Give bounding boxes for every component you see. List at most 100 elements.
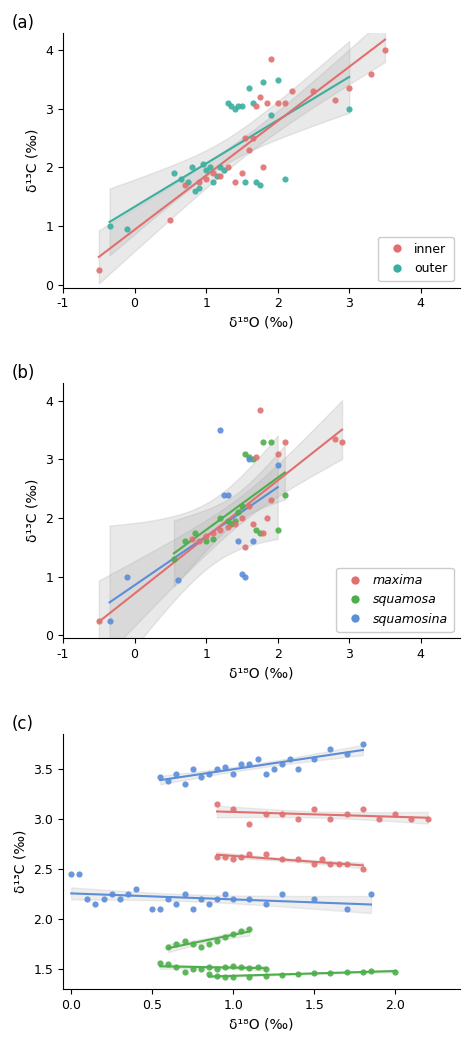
- Point: [210, 173, 217, 190]
- Legend: maxima, squamosa, squamosina: maxima, squamosa, squamosina: [336, 567, 454, 632]
- Point: [220, 162, 228, 179]
- Point: [346, 100, 353, 117]
- Point: [221, 849, 229, 865]
- Point: [83, 890, 91, 907]
- Text: (b): (b): [11, 364, 35, 382]
- Point: [359, 736, 367, 752]
- Point: [343, 901, 350, 918]
- Point: [263, 95, 271, 112]
- Point: [177, 170, 185, 187]
- Point: [231, 100, 238, 117]
- Point: [281, 170, 289, 187]
- Point: [189, 935, 197, 952]
- Point: [213, 890, 221, 907]
- Point: [156, 901, 164, 918]
- Point: [242, 130, 249, 146]
- Point: [213, 960, 221, 977]
- Point: [224, 518, 231, 535]
- Point: [294, 966, 302, 982]
- Point: [124, 220, 131, 237]
- Point: [195, 180, 203, 196]
- Point: [202, 162, 210, 179]
- Point: [231, 513, 238, 530]
- Point: [173, 958, 180, 975]
- Point: [262, 766, 269, 783]
- Point: [237, 958, 245, 975]
- Y-axis label: δ¹³C (‰): δ¹³C (‰): [26, 129, 40, 192]
- Point: [254, 750, 261, 767]
- Point: [235, 97, 242, 114]
- Point: [217, 510, 224, 527]
- Point: [205, 766, 213, 783]
- Point: [228, 515, 235, 532]
- Point: [319, 851, 326, 867]
- Point: [213, 168, 221, 185]
- Point: [408, 811, 415, 828]
- Point: [270, 761, 277, 777]
- Point: [274, 71, 282, 88]
- Point: [188, 159, 196, 176]
- Point: [205, 935, 213, 952]
- Point: [381, 42, 389, 59]
- Point: [267, 434, 274, 450]
- Point: [181, 177, 189, 193]
- Point: [260, 159, 267, 176]
- Point: [148, 901, 156, 918]
- Point: [220, 486, 228, 503]
- Point: [195, 533, 203, 550]
- Point: [170, 165, 178, 182]
- Point: [262, 845, 269, 862]
- Point: [106, 217, 113, 234]
- Point: [75, 865, 83, 882]
- Point: [213, 795, 221, 812]
- Point: [262, 968, 269, 984]
- Point: [343, 745, 350, 762]
- Point: [197, 890, 205, 907]
- Point: [124, 568, 131, 585]
- Point: [375, 811, 383, 828]
- Point: [181, 885, 188, 902]
- Point: [124, 885, 132, 902]
- Point: [327, 811, 334, 828]
- Point: [281, 95, 289, 112]
- Point: [206, 159, 213, 176]
- Point: [199, 156, 206, 172]
- Point: [367, 962, 375, 979]
- Point: [205, 966, 213, 982]
- Point: [246, 845, 253, 862]
- Point: [213, 932, 221, 949]
- Point: [229, 926, 237, 943]
- Point: [106, 612, 113, 629]
- Point: [237, 756, 245, 772]
- Point: [359, 860, 367, 877]
- Point: [188, 530, 196, 547]
- Point: [274, 445, 282, 462]
- Point: [181, 775, 188, 792]
- Point: [213, 849, 221, 865]
- Point: [310, 890, 318, 907]
- Point: [246, 921, 253, 937]
- Text: (c): (c): [11, 715, 34, 733]
- Point: [205, 958, 213, 975]
- Point: [331, 92, 339, 109]
- Point: [249, 95, 256, 112]
- Point: [343, 856, 350, 873]
- Point: [294, 851, 302, 867]
- Point: [238, 165, 246, 182]
- Point: [238, 510, 246, 527]
- Point: [224, 95, 231, 112]
- Point: [181, 932, 188, 949]
- Point: [224, 486, 231, 503]
- Point: [262, 896, 269, 912]
- Point: [224, 159, 231, 176]
- Point: [338, 434, 346, 450]
- Point: [197, 768, 205, 785]
- Point: [191, 525, 199, 541]
- Point: [242, 539, 249, 556]
- Point: [245, 79, 253, 96]
- Point: [331, 431, 339, 447]
- Point: [242, 445, 249, 462]
- Point: [246, 756, 253, 772]
- Point: [116, 890, 124, 907]
- Point: [210, 530, 217, 547]
